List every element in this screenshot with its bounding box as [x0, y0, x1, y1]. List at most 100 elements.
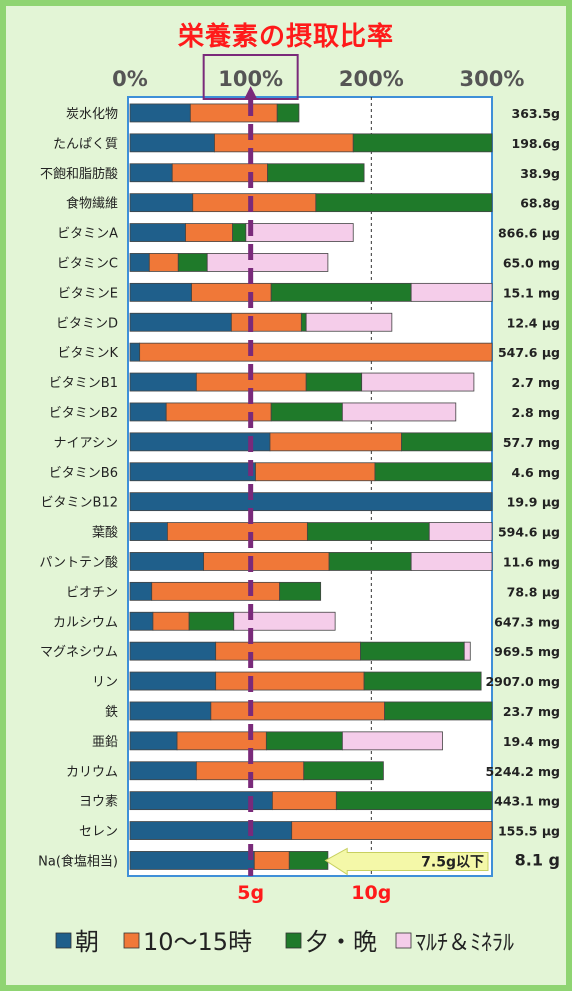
category-label: 亜鉛	[92, 735, 118, 750]
amount-label: 5244.2 mg	[485, 764, 560, 779]
bar-segment	[152, 611, 190, 631]
bar-segment	[129, 851, 255, 870]
bar-segment	[177, 253, 208, 272]
category-label: セレン	[79, 825, 118, 840]
bar-segment	[245, 223, 354, 242]
category-label: パントテン酸	[39, 555, 118, 570]
bar-segment	[129, 701, 212, 721]
amount-label: 969.5 mg	[494, 644, 560, 659]
category-label: ビタミンC	[57, 256, 118, 271]
bar-segment	[148, 253, 179, 272]
amount-label: 78.8 μg	[507, 584, 560, 599]
bar-segment	[129, 641, 217, 661]
bar-segment	[360, 641, 465, 661]
bar-segment	[165, 402, 272, 422]
category-label: ビタミンE	[58, 286, 118, 301]
salt-axis-label: 10g	[351, 882, 391, 904]
bar-segment	[189, 103, 278, 123]
amount-label: 38.9g	[520, 166, 560, 181]
category-label: 不飽和脂肪酸	[40, 166, 118, 182]
x-tick-label: 300%	[460, 67, 525, 91]
bar-segment	[341, 731, 443, 751]
amount-label: 647.3 mg	[494, 614, 560, 629]
amount-label: 11.6 mg	[503, 554, 560, 569]
bar-segment	[271, 791, 337, 811]
bar-segment	[303, 761, 384, 781]
bar-segment	[129, 253, 150, 272]
bar-segment	[129, 821, 293, 840]
legend-swatch	[285, 932, 302, 949]
bar-segment	[129, 193, 194, 213]
amount-label: 57.7 mg	[503, 435, 560, 450]
bar-segment	[361, 372, 475, 392]
x-tick-label: 0%	[112, 67, 148, 91]
bar-segment	[270, 402, 343, 422]
amount-label: 2907.0 mg	[485, 674, 560, 689]
amount-label: 8.1 g	[515, 850, 560, 869]
bar-segment	[206, 253, 329, 272]
bar-segment	[328, 552, 412, 571]
bar-segment	[214, 133, 354, 153]
bar-segment	[267, 163, 365, 183]
amount-label: 2.7 mg	[512, 375, 560, 390]
amount-label: 4.6 mg	[512, 465, 560, 480]
amount-label: 363.5g	[512, 106, 561, 121]
bar-segment	[463, 641, 471, 661]
legend-label: 朝	[75, 928, 99, 956]
bar-segment	[233, 611, 336, 631]
bar-segment	[315, 193, 493, 213]
bar-segment	[341, 402, 457, 422]
plot-area	[127, 96, 493, 877]
category-label: ビタミンB2	[49, 406, 118, 421]
bar-segment	[300, 312, 307, 332]
bar-segment	[129, 492, 493, 512]
legend-label: 夕・晩	[305, 928, 377, 956]
category-label: ビタミンK	[57, 346, 118, 361]
bar-segment	[129, 462, 256, 482]
bar-segment	[129, 133, 215, 153]
bar-segment	[410, 282, 493, 302]
bar-segment	[129, 671, 217, 691]
bar-segment	[374, 462, 493, 482]
bar-segment	[192, 193, 317, 213]
target-line-arrowhead	[243, 86, 258, 100]
legend-swatch	[123, 932, 140, 949]
bar-segment	[129, 581, 153, 601]
bar-segment	[139, 342, 493, 362]
bar-segment	[129, 402, 167, 422]
salt-axis-label: 5g	[237, 882, 264, 904]
category-label: ナイアシン	[54, 436, 118, 451]
bar-segment	[253, 851, 290, 870]
category-label: ヨウ素	[79, 795, 118, 810]
amount-label: 198.6g	[512, 136, 561, 151]
category-label: 鉄	[105, 705, 118, 720]
bar-segment	[265, 731, 343, 751]
bar-segment	[305, 372, 363, 392]
bar-segment	[129, 282, 192, 302]
bar-segment	[210, 701, 386, 721]
legend-swatch	[395, 932, 412, 949]
amount-label: 15.1 mg	[503, 285, 560, 300]
bar-segment	[129, 312, 232, 332]
amount-label: 2.8 mg	[512, 405, 560, 420]
bar-segment	[335, 791, 493, 811]
bar-segment	[232, 223, 247, 242]
category-label: ビタミンB1	[49, 376, 118, 391]
amount-label: 594.6 μg	[498, 525, 560, 540]
category-label: ビオチン	[66, 585, 118, 600]
bar-segment	[276, 103, 300, 123]
category-label: リン	[92, 675, 118, 690]
category-label: カリウム	[66, 765, 118, 780]
bar-segment	[255, 462, 376, 482]
x-tick-label: 200%	[339, 67, 404, 91]
bar-segment	[305, 312, 393, 332]
category-label: たんぱく質	[53, 137, 118, 152]
bar-segment	[291, 821, 493, 840]
bar-segment	[306, 522, 430, 541]
bar-segment	[352, 133, 493, 153]
bar-segment	[129, 223, 186, 242]
bar-segment	[188, 611, 235, 631]
bar-segment	[215, 671, 365, 691]
bar-segment	[129, 731, 178, 751]
amount-label: 443.1 mg	[494, 794, 560, 809]
